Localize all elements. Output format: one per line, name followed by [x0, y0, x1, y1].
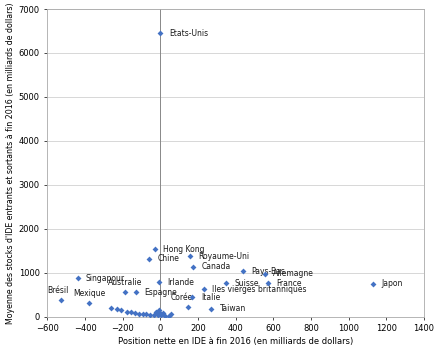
Point: [160, 310, 167, 315]
Point: [223, 281, 230, 286]
Text: Singapour: Singapour: [86, 274, 125, 283]
Point: [208, 306, 215, 311]
Point: [135, 311, 142, 316]
Text: Brésil: Brésil: [47, 286, 69, 295]
Point: [186, 253, 193, 259]
Point: [57, 297, 64, 303]
Text: Allemagne: Allemagne: [273, 269, 314, 278]
Text: Espagne: Espagne: [144, 288, 177, 296]
Point: [132, 310, 139, 316]
Point: [146, 256, 153, 262]
Point: [121, 289, 128, 295]
Text: Chine: Chine: [158, 254, 180, 263]
Text: Corée: Corée: [171, 293, 193, 302]
Text: Hong Kong: Hong Kong: [163, 245, 205, 254]
Point: [165, 313, 172, 319]
Point: [167, 312, 174, 317]
Point: [132, 289, 139, 295]
Point: [128, 310, 135, 315]
Text: Iles vierges britanniques: Iles vierges britanniques: [212, 285, 307, 294]
Text: Japon: Japon: [381, 279, 403, 288]
Point: [161, 313, 169, 319]
Text: Mexique: Mexique: [73, 289, 105, 298]
Point: [85, 300, 92, 306]
Point: [150, 312, 158, 318]
Point: [124, 309, 131, 314]
Text: Royaume-Uni: Royaume-Uni: [198, 251, 249, 260]
Point: [143, 312, 150, 317]
Text: Australie: Australie: [107, 278, 142, 287]
Point: [151, 247, 158, 252]
Text: Suisse: Suisse: [235, 279, 259, 288]
Text: Etats-Unis: Etats-Unis: [169, 29, 208, 38]
Point: [147, 312, 154, 318]
Text: Taiwan: Taiwan: [220, 304, 246, 313]
Point: [261, 271, 268, 276]
Point: [264, 281, 271, 286]
Text: Italie: Italie: [201, 293, 220, 302]
Point: [139, 311, 146, 317]
Point: [155, 279, 162, 285]
Point: [184, 304, 191, 310]
Point: [74, 276, 81, 281]
Point: [117, 308, 125, 313]
Point: [155, 308, 162, 313]
Point: [108, 305, 115, 311]
Point: [189, 295, 196, 300]
Text: Pays-Bas: Pays-Bas: [252, 267, 286, 276]
Point: [240, 269, 247, 274]
Point: [157, 30, 164, 36]
Text: Irlande: Irlande: [167, 278, 194, 287]
Point: [157, 310, 164, 316]
Point: [370, 281, 377, 287]
Y-axis label: Moyenne des stocks d'IDE entrants et sortants à fin 2016 (en milliards de dollar: Moyenne des stocks d'IDE entrants et sor…: [6, 2, 15, 323]
Point: [154, 313, 161, 318]
Text: France: France: [276, 279, 301, 288]
Point: [114, 306, 121, 312]
X-axis label: Position nette en IDE à fin 2016 (en milliards de dollars): Position nette en IDE à fin 2016 (en mil…: [118, 338, 353, 346]
Point: [200, 287, 207, 292]
Point: [158, 313, 165, 318]
Point: [190, 264, 197, 270]
Point: [152, 309, 159, 315]
Text: Canada: Canada: [202, 263, 231, 271]
